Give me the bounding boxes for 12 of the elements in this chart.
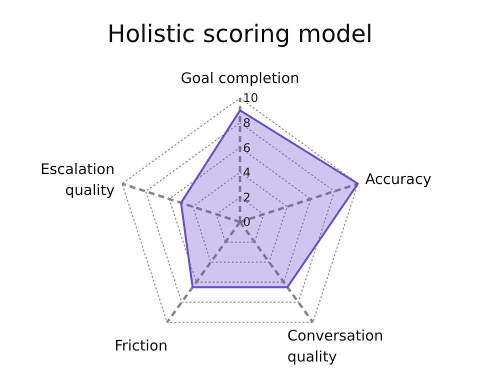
y-tick-label: 8 <box>243 116 251 130</box>
spoke-label: Escalation quality <box>40 162 116 199</box>
y-tick-label: 10 <box>243 91 258 106</box>
spoke-label: Accuracy <box>365 172 432 188</box>
spoke-label: Goal completion <box>180 70 300 87</box>
spoke-label: Conversation quality <box>287 328 384 366</box>
y-tick-label: 6 <box>243 140 251 155</box>
chart-title: Holistic scoring model <box>107 20 373 48</box>
y-tick-label: 2 <box>243 190 251 204</box>
y-tick-label: 4 <box>243 166 251 180</box>
spoke-label: Friction <box>114 338 168 354</box>
y-tick-label: 0 <box>243 215 251 230</box>
